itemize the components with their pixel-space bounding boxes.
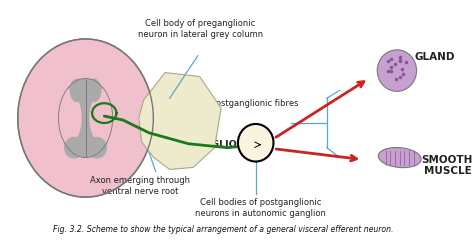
Polygon shape (139, 73, 221, 169)
Text: Axon emerging through
ventral nerve root: Axon emerging through ventral nerve root (90, 176, 190, 196)
Ellipse shape (70, 78, 84, 102)
Ellipse shape (86, 137, 107, 159)
Ellipse shape (33, 84, 82, 152)
Ellipse shape (64, 137, 84, 159)
Ellipse shape (86, 78, 101, 102)
Ellipse shape (58, 78, 113, 157)
Text: SMOOTH
MUSCLE: SMOOTH MUSCLE (422, 155, 473, 176)
Ellipse shape (89, 84, 138, 152)
Text: Postganglionic fibres: Postganglionic fibres (211, 99, 299, 108)
Text: GANGLION: GANGLION (188, 140, 245, 149)
Circle shape (377, 50, 417, 91)
Ellipse shape (378, 148, 421, 168)
Text: Cell bodies of postganglionic
neurons in autonomic ganglion: Cell bodies of postganglionic neurons in… (195, 198, 326, 217)
Ellipse shape (18, 39, 153, 197)
Text: Cell body of preganglionic
neuron in lateral grey column: Cell body of preganglionic neuron in lat… (138, 19, 263, 39)
Circle shape (238, 124, 273, 162)
Text: GLAND: GLAND (414, 52, 455, 62)
Text: Fig. 3.2. Scheme to show the typical arrangement of a general visceral efferent : Fig. 3.2. Scheme to show the typical arr… (53, 225, 393, 234)
